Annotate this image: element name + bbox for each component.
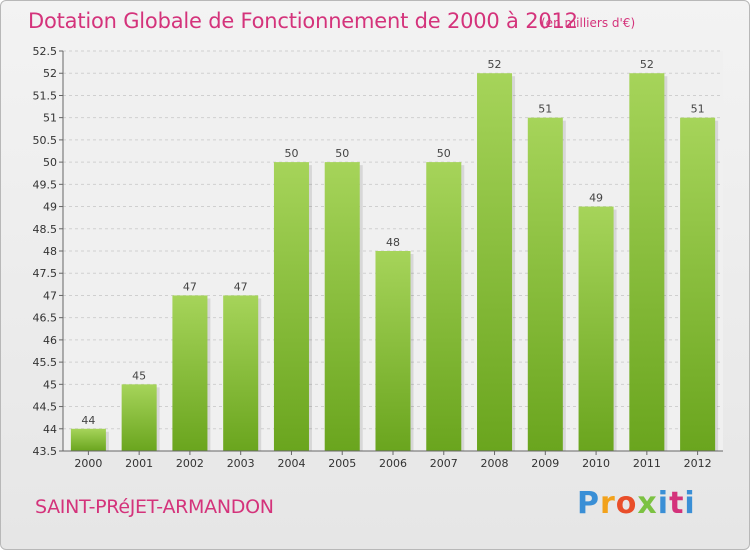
y-tick-label: 51.5 [33, 89, 58, 102]
bar [223, 295, 259, 451]
chart-title: Dotation Globale de Fonctionnement de 20… [28, 9, 578, 33]
data-label: 52 [488, 58, 502, 71]
y-tick-label: 45 [43, 378, 57, 391]
bar [629, 73, 665, 451]
y-tick-label: 52 [43, 67, 57, 80]
data-label: 47 [234, 280, 248, 293]
x-tick-label: 2010 [582, 457, 610, 470]
chart-unit: (en milliers d'€) [541, 16, 636, 30]
data-label: 51 [538, 103, 552, 116]
logo-letter: i [684, 486, 696, 521]
y-tick-label: 46.5 [33, 312, 58, 325]
y-tick-label: 43.5 [33, 445, 58, 458]
bar [477, 73, 513, 451]
data-label: 50 [437, 147, 451, 160]
y-tick-label: 49 [43, 201, 57, 214]
data-label: 49 [589, 192, 603, 205]
bar [680, 117, 716, 452]
logo-letter: i [657, 486, 670, 521]
x-tick-label: 2003 [227, 457, 255, 470]
y-tick-label: 48.5 [33, 223, 58, 236]
logo-letter: t [669, 486, 685, 521]
y-tick-label: 44.5 [33, 401, 58, 414]
x-tick-label: 2006 [379, 457, 407, 470]
town-name: SAINT-PRéJET-ARMANDON [35, 496, 274, 518]
bar [172, 295, 208, 451]
y-tick-label: 52.5 [33, 45, 58, 58]
data-label: 48 [386, 236, 400, 249]
data-label: 51 [691, 103, 705, 116]
bar [578, 206, 614, 451]
data-label: 45 [132, 369, 146, 382]
x-tick-label: 2002 [176, 457, 204, 470]
y-tick-label: 47.5 [33, 267, 58, 280]
x-tick-label: 2009 [531, 457, 559, 470]
data-label: 52 [640, 58, 654, 71]
x-tick-label: 2012 [684, 457, 712, 470]
logo-letter: x [637, 486, 658, 521]
y-tick-label: 44 [43, 423, 57, 436]
y-tick-label: 48 [43, 245, 57, 258]
bar [426, 162, 462, 451]
y-tick-label: 50 [43, 156, 57, 169]
x-tick-label: 2000 [74, 457, 102, 470]
bar [527, 117, 563, 452]
y-tick-label: 50.5 [33, 134, 58, 147]
bar [375, 251, 411, 451]
proxiti-logo: Proxiti [577, 486, 696, 521]
x-tick-label: 2001 [125, 457, 153, 470]
x-tick-label: 2004 [277, 457, 305, 470]
x-tick-label: 2011 [633, 457, 661, 470]
y-tick-label: 46 [43, 334, 57, 347]
bar [121, 384, 157, 451]
bar [70, 428, 106, 451]
data-label: 44 [81, 414, 95, 427]
x-tick-label: 2005 [328, 457, 356, 470]
y-tick-label: 51 [43, 112, 57, 125]
logo-letter: o [615, 486, 638, 521]
data-label: 50 [335, 147, 349, 160]
y-tick-label: 45.5 [33, 356, 58, 369]
bar [324, 162, 360, 451]
data-label: 50 [284, 147, 298, 160]
logo-letter: P [577, 486, 600, 521]
logo-letter: r [600, 486, 616, 521]
y-tick-label: 49.5 [33, 178, 58, 191]
x-tick-label: 2007 [430, 457, 458, 470]
y-tick-label: 47 [43, 289, 57, 302]
data-label: 47 [183, 280, 197, 293]
x-tick-label: 2008 [481, 457, 509, 470]
bar [273, 162, 309, 451]
